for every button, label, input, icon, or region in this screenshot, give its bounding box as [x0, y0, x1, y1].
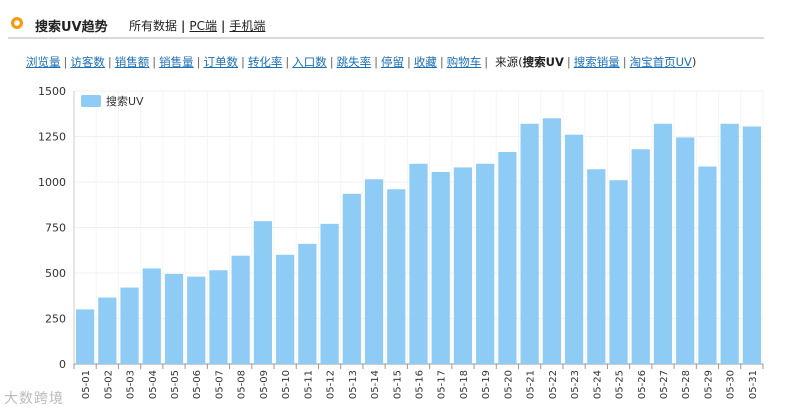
x-tick-label: 05-09 [259, 370, 270, 399]
metric-link-sales-amount[interactable]: 销售额 [114, 55, 150, 69]
x-tick-label: 05-28 [681, 370, 692, 399]
bullet-icon [11, 17, 23, 29]
y-tick-label: 500 [45, 267, 66, 280]
x-tick-label: 05-13 [348, 370, 359, 399]
metric-link-cart[interactable]: 购物车 [446, 55, 482, 69]
bar [609, 180, 628, 364]
x-tick-label: 05-19 [481, 370, 492, 399]
x-tick-label: 05-17 [437, 370, 448, 399]
metric-link-pageviews[interactable]: 浏览量 [26, 55, 61, 69]
bar [453, 167, 473, 364]
bar [187, 276, 206, 364]
bar [98, 297, 117, 364]
bar [409, 163, 428, 364]
bar [720, 123, 739, 364]
x-tick-label: 05-30 [726, 370, 737, 399]
y-tick-label: 1500 [38, 85, 66, 98]
x-tick-label: 05-26 [637, 370, 648, 399]
x-tick-label: 05-15 [392, 370, 403, 399]
bar [698, 166, 717, 364]
bar [498, 151, 517, 364]
x-tick-label: 05-29 [703, 370, 714, 399]
bar [253, 221, 273, 364]
x-tick-label: 05-16 [415, 370, 426, 399]
y-tick-label: 1250 [38, 131, 66, 144]
x-tick-label: 05-10 [281, 370, 292, 399]
legend-label: 搜索UV [106, 94, 144, 108]
bar [76, 309, 95, 364]
metric-selector: 浏览量 | 访客数 | 销售额 | 销售量 | 订单数 | 转化率 | 入口数 | 跳失率 | 停留 | 收藏 | 购物… [26, 55, 697, 69]
x-tick-label: 05-02 [103, 370, 114, 399]
bar [342, 193, 361, 364]
x-tick-label: 05-27 [659, 370, 670, 399]
legend-swatch [81, 95, 101, 107]
x-tick-label: 05-04 [148, 370, 159, 399]
bar-chart-svg: 0 250 500 750 1000 1250 1500 05-01 05-02 05-03 05-… [38, 85, 764, 399]
metric-link-bounce[interactable]: 跳失率 [336, 55, 372, 69]
source-search-uv[interactable]: 搜索UV [522, 55, 564, 69]
x-tick-label: 05-11 [303, 370, 314, 399]
bar [676, 137, 695, 364]
source-search-sales[interactable]: 搜索销量 [573, 55, 620, 69]
watermark: 大数跨境 [4, 391, 64, 407]
x-tick-label: 05-20 [503, 370, 514, 399]
bar [631, 149, 650, 364]
x-tick-label: 05-25 [615, 370, 626, 399]
y-tick-label: 1000 [38, 176, 66, 189]
device-filter: 所有数据 | PC端 | 手机端 [129, 19, 266, 33]
bar [209, 270, 228, 364]
metric-link-entries[interactable]: 入口数 [292, 55, 327, 69]
bar [298, 243, 317, 364]
bar [542, 118, 561, 364]
section-title: 搜索UV趋势 [35, 20, 108, 35]
y-tick-label: 250 [45, 313, 66, 326]
search-uv-chart: 0 250 500 750 1000 1250 1500 05-01 05-02 05-03 05-… [0, 80, 788, 415]
metric-link-orders[interactable]: 订单数 [203, 55, 239, 69]
bar [276, 254, 295, 364]
x-tick-label: 05-12 [326, 370, 337, 399]
bar [164, 273, 184, 364]
x-tick-label: 05-14 [370, 370, 381, 399]
x-tick-label: 05-31 [748, 370, 759, 399]
metric-link-sales-volume[interactable]: 销售量 [159, 55, 194, 69]
all-data-label: 所有数据 [129, 19, 178, 33]
bar [431, 171, 450, 364]
y-tick-label: 0 [59, 358, 66, 371]
bar [364, 179, 384, 364]
x-tick-label: 05-07 [214, 370, 225, 399]
x-tick-label: 05-03 [126, 370, 137, 399]
source-taobao-home-uv[interactable]: 淘宝首页UV [629, 55, 692, 69]
bar [231, 255, 250, 364]
metric-link-visitors[interactable]: 访客数 [70, 55, 105, 69]
x-tick-label: 05-05 [170, 370, 181, 399]
pc-link[interactable]: PC端 [189, 19, 218, 33]
bar [520, 123, 539, 364]
bar [564, 134, 584, 364]
x-tick-label: 05-21 [526, 370, 537, 399]
bar [142, 268, 161, 364]
metric-link-conversion[interactable]: 转化率 [247, 55, 283, 69]
source-label: 来源( [495, 55, 523, 69]
bar [587, 169, 606, 364]
y-tick-label: 750 [45, 222, 66, 235]
metric-link-stay[interactable]: 停留 [381, 55, 404, 69]
bar [320, 223, 339, 364]
x-tick-label: 05-18 [459, 370, 470, 399]
x-tick-label: 05-01 [81, 370, 92, 399]
x-tick-label: 05-06 [192, 370, 203, 399]
bar [653, 123, 673, 364]
bar [476, 163, 495, 364]
metric-link-favorites[interactable]: 收藏 [413, 55, 437, 69]
bar [120, 287, 139, 364]
section-header: 搜索UV趋势 所有数据 | PC端 | 手机端 [8, 13, 764, 39]
x-tick-label: 05-24 [592, 370, 603, 399]
source-close-paren: ) [691, 55, 697, 69]
bar [742, 126, 761, 364]
x-tick-label: 05-22 [548, 370, 559, 399]
bar [387, 189, 406, 364]
mobile-link[interactable]: 手机端 [229, 19, 266, 33]
x-tick-label: 05-08 [237, 370, 248, 399]
x-tick-label: 05-23 [570, 370, 581, 399]
